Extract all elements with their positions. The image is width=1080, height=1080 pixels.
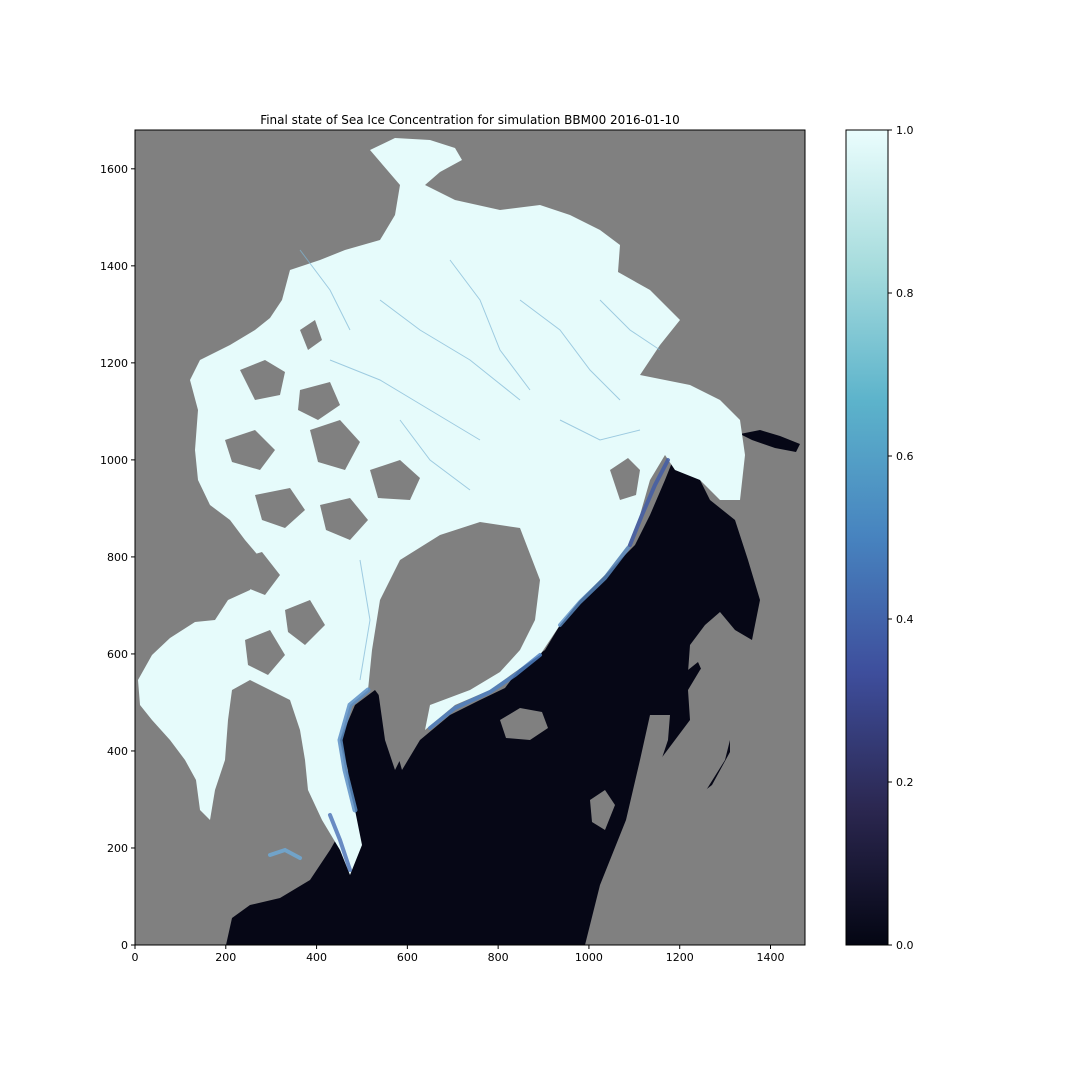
y-tick-label: 200 — [107, 842, 128, 855]
land-arch-3 — [225, 430, 275, 470]
x-tick-label: 800 — [488, 951, 509, 964]
land-arch-11 — [300, 320, 322, 350]
y-tick-label: 1600 — [100, 163, 128, 176]
land-arch-7 — [320, 498, 368, 540]
colorbar: 0.0 0.2 0.4 0.6 0.8 1.0 — [845, 124, 914, 952]
land-arch-5 — [370, 460, 420, 500]
y-tick-label: 1400 — [100, 260, 128, 273]
x-tick-label: 400 — [306, 951, 327, 964]
map-image — [135, 130, 805, 945]
ice-leads — [299, 249, 661, 681]
colorbar-tick-label: 0.2 — [896, 776, 914, 789]
x-tick-label: 1200 — [666, 951, 694, 964]
colorbar-tick-label: 0.0 — [896, 939, 914, 952]
marginal-ice-zone — [268, 458, 670, 872]
land-iceland — [500, 708, 548, 740]
y-tick-label: 1200 — [100, 357, 128, 370]
chart-title: Final state of Sea Ice Concentration for… — [260, 113, 680, 127]
land-norway — [620, 640, 750, 945]
land-arch-6 — [255, 488, 305, 528]
colorbar-ticks: 0.0 0.2 0.4 0.6 0.8 1.0 — [888, 124, 914, 952]
x-tick-label: 0 — [132, 951, 139, 964]
open-water-atlantic — [226, 455, 760, 945]
x-axis: 0 200 400 600 800 1000 1200 1400 — [132, 945, 785, 964]
x-tick-label: 600 — [397, 951, 418, 964]
colorbar-tick-label: 0.6 — [896, 450, 914, 463]
y-tick-label: 0 — [121, 939, 128, 952]
open-water-pechora — [740, 430, 800, 452]
sea-ice-pack — [138, 138, 745, 875]
land-svalbard — [610, 458, 640, 500]
y-tick-label: 800 — [107, 551, 128, 564]
land-arch-10 — [245, 630, 285, 675]
colorbar-tick-label: 0.4 — [896, 613, 914, 626]
y-tick-label: 1000 — [100, 454, 128, 467]
colorbar-gradient — [845, 129, 889, 946]
y-tick-label: 600 — [107, 648, 128, 661]
land-arch-4 — [310, 420, 360, 470]
land-greenland — [378, 525, 545, 770]
plot-frame — [134, 129, 806, 946]
land-ireland — [590, 790, 615, 830]
x-tick-label: 200 — [215, 951, 236, 964]
land-arch-9 — [285, 600, 325, 645]
y-tick-label: 400 — [107, 745, 128, 758]
land-arch-8 — [235, 552, 280, 595]
land-arch-2 — [298, 382, 340, 420]
colorbar-tick-label: 0.8 — [896, 287, 914, 300]
y-axis: 0 200 400 600 800 1000 1200 1400 1600 — [100, 163, 135, 952]
land-arch-1 — [240, 360, 285, 400]
x-tick-label: 1000 — [575, 951, 603, 964]
x-tick-label: 1400 — [757, 951, 785, 964]
colorbar-tick-label: 1.0 — [896, 124, 914, 137]
